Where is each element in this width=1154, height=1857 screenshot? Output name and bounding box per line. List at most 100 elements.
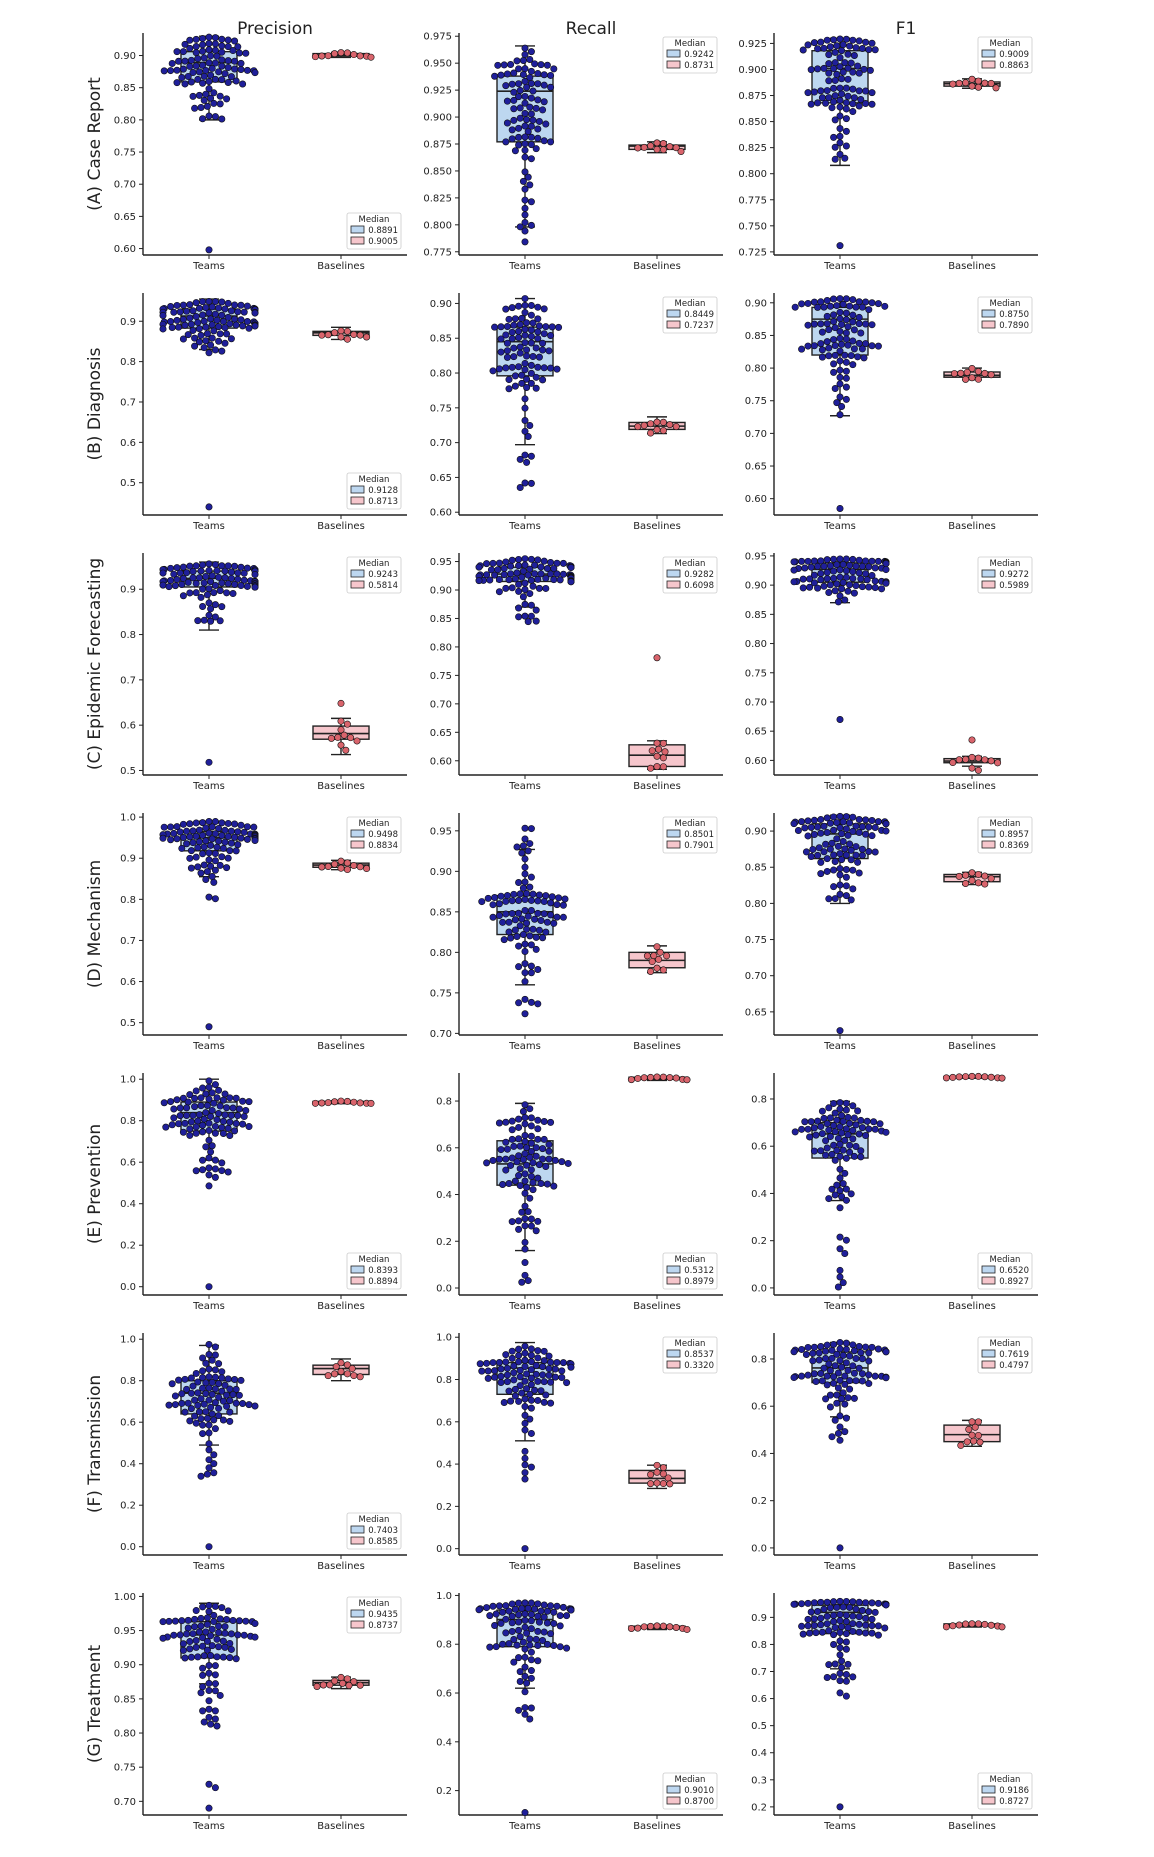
y-tick-label: 0.0 [751, 1283, 767, 1294]
teams-point [192, 1643, 200, 1651]
teams-point [218, 347, 226, 355]
teams-point [184, 1624, 192, 1632]
teams-point [820, 1605, 828, 1613]
teams-point [527, 601, 535, 609]
teams-point [823, 855, 831, 863]
teams-point [497, 1378, 505, 1386]
teams-point [227, 73, 235, 81]
teams-point [218, 35, 226, 43]
teams-point [844, 92, 852, 100]
teams-point [558, 1374, 566, 1382]
teams-point [526, 1641, 534, 1649]
teams-point [205, 112, 213, 120]
teams-point [521, 1469, 529, 1477]
teams-point [540, 81, 548, 89]
y-tick-label: 0.60 [430, 756, 452, 767]
legend-value-baselines: 0.5814 [368, 581, 398, 591]
teams-point [235, 1105, 243, 1113]
teams-point [521, 555, 529, 563]
baselines-point [998, 1074, 1006, 1082]
teams-point [527, 1704, 535, 1712]
baselines-point [659, 966, 667, 974]
y-tick-label: 0.70 [745, 971, 767, 982]
teams-point [199, 1128, 207, 1136]
teams-point [523, 383, 531, 391]
teams-point [199, 602, 207, 610]
teams-point [183, 1104, 191, 1112]
teams-point [862, 816, 870, 824]
teams-point [515, 1345, 523, 1353]
teams-point [231, 833, 239, 841]
teams-point [173, 575, 181, 583]
teams-point [521, 1342, 529, 1350]
teams-point [508, 1218, 516, 1226]
teams-point [846, 1141, 854, 1149]
teams-point [505, 315, 513, 323]
teams-point [192, 1087, 200, 1095]
teams-point [167, 836, 175, 844]
y-tick-label: 0.5 [120, 478, 136, 489]
teams-point [194, 1378, 202, 1386]
teams-point [229, 1104, 237, 1112]
teams-point [211, 1687, 219, 1695]
teams-point [192, 49, 200, 57]
teams-point [862, 570, 870, 578]
teams-point [558, 1158, 566, 1166]
teams-point [804, 41, 812, 49]
baselines-point [653, 1073, 661, 1081]
baselines-point [332, 1363, 340, 1371]
row-label-3: (D) Mechanism [85, 860, 105, 988]
teams-point [817, 870, 825, 878]
y-tick-label: 0.0 [751, 1543, 767, 1554]
baselines-point [640, 143, 648, 151]
teams-point [836, 327, 844, 335]
teams-point [219, 1096, 227, 1104]
teams-point [521, 404, 529, 412]
teams-point [508, 556, 516, 564]
teams-point [521, 1419, 529, 1427]
teams-point [521, 969, 529, 977]
teams-point [205, 349, 213, 357]
teams-point [542, 574, 550, 582]
teams-point [855, 829, 863, 837]
teams-point [502, 1138, 510, 1146]
teams-point [510, 105, 518, 113]
teams-point [519, 842, 527, 850]
teams-point [862, 38, 870, 46]
teams-point [187, 56, 195, 64]
teams-point [216, 1691, 224, 1699]
legend-value-teams: 0.8891 [368, 226, 398, 236]
teams-point [539, 339, 547, 347]
teams-point [836, 139, 844, 147]
teams-point [215, 304, 223, 312]
teams-point [171, 1617, 179, 1625]
teams-point [836, 347, 844, 355]
y-tick-label: 0.9 [120, 585, 136, 596]
teams-point [523, 919, 531, 927]
teams-point [836, 373, 844, 381]
teams-point [852, 843, 860, 851]
teams-point [526, 1105, 534, 1113]
teams-point [202, 837, 210, 845]
baselines-point [663, 952, 671, 960]
teams-point [540, 1118, 548, 1126]
teams-point [516, 484, 524, 492]
teams-point [559, 559, 567, 567]
teams-point [186, 301, 194, 309]
teams-point [830, 368, 838, 376]
teams-point [491, 1367, 499, 1375]
teams-point [508, 328, 516, 336]
teams-point [874, 300, 882, 308]
teams-point [534, 328, 542, 336]
teams-point [199, 1166, 207, 1174]
teams-point [545, 1141, 553, 1149]
teams-point [534, 363, 542, 371]
baselines-point [640, 421, 648, 429]
teams-point [836, 1204, 844, 1212]
teams-point [830, 813, 838, 821]
teams-point [210, 1469, 218, 1477]
